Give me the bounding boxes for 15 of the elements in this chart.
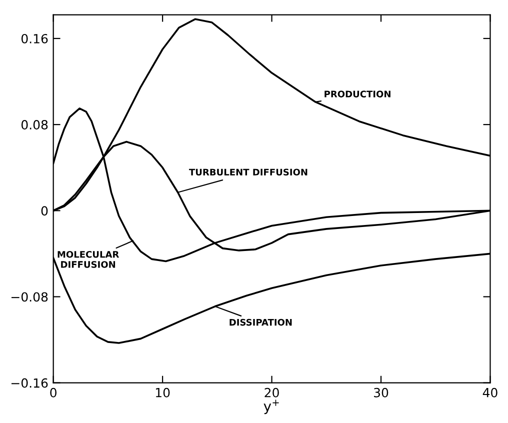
y-tick-label: 0.08: [21, 120, 48, 130]
annotation: MOLECULAR DIFFUSION: [58, 250, 119, 268]
annotation: DISSIPATION: [230, 318, 292, 326]
x-tick-label: 40: [482, 388, 498, 398]
x-tick-label: 10: [156, 388, 170, 398]
x-axis-title: y$^{+}$: [264, 400, 279, 414]
x-tick-label: 0: [50, 388, 56, 398]
y-tick-label: 0: [41, 206, 48, 216]
annotation: PRODUCTION: [324, 90, 390, 98]
y-tick-label: −0.08: [11, 292, 48, 302]
y-tick-label: −0.16: [11, 378, 48, 388]
y-tick-label: 0.16: [21, 34, 48, 44]
x-tick-label: 30: [374, 388, 388, 398]
x-tick-label: 20: [264, 388, 279, 398]
annotation: TURBULENT DIFFUSION: [189, 168, 308, 176]
